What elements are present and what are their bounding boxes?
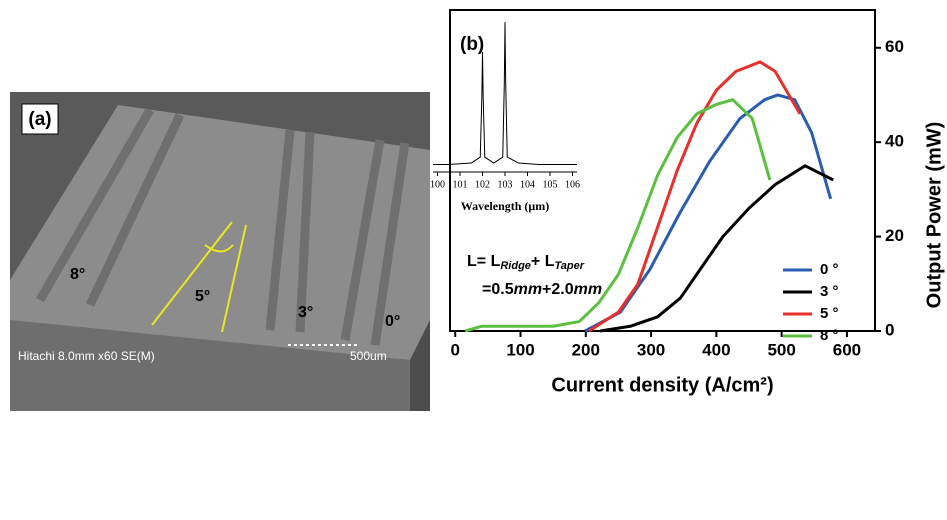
annotation-part: mm	[574, 281, 602, 298]
series-line	[433, 21, 577, 166]
y-axis-label: Output Power (mW)	[923, 122, 945, 309]
angle-label: 3°	[298, 304, 313, 321]
x-axis-label: Wavelength (μm)	[461, 199, 549, 213]
image-caption: Hitachi 8.0mm x60 SE(M)	[18, 349, 155, 363]
y-tick-label: 40	[885, 132, 904, 151]
sem-image: (a) 8° 5° 3° 0° Hitachi 8.0mm x60 SE(M) …	[10, 92, 430, 411]
scale-label: 500um	[350, 349, 387, 363]
series-line	[464, 98, 772, 333]
annotation-part: mm	[514, 281, 542, 298]
x-tick-label: 104	[520, 179, 535, 190]
y-tick-label: 0	[885, 320, 894, 339]
legend-label: 3 °	[820, 283, 839, 300]
angle-label: 8°	[70, 266, 85, 283]
legend-label: 5 °	[820, 305, 839, 322]
x-tick-label: 101	[453, 179, 468, 190]
plot-frame	[449, 9, 876, 332]
annotation-part: Taper	[554, 260, 584, 272]
x-tick-label: 200	[572, 340, 600, 359]
x-axis-label: Current density (A/cm²)	[551, 374, 773, 396]
annotation-part: + L	[531, 253, 555, 270]
x-tick-label: 102	[475, 179, 490, 190]
panel-label: (b)	[460, 34, 484, 55]
annotation-part: Ridge	[500, 260, 531, 272]
series-line	[584, 93, 833, 333]
x-tick-label: 100	[506, 340, 534, 359]
angle-label: 0°	[385, 313, 400, 330]
series-line	[599, 164, 834, 333]
annotation-part: L= L	[467, 253, 501, 270]
x-tick-label: 500	[767, 340, 795, 359]
x-tick-label: 106	[565, 179, 580, 190]
x-tick-label: 600	[833, 340, 861, 359]
legend-label: 0 °	[820, 261, 839, 278]
x-tick-label: 0	[450, 340, 459, 359]
x-tick-label: 105	[543, 179, 558, 190]
x-tick-label: 100	[430, 179, 445, 190]
y-tick-label: 60	[885, 37, 904, 56]
x-tick-label: 400	[702, 340, 730, 359]
series-line	[588, 60, 802, 333]
legend-label: 8 °	[820, 327, 839, 344]
x-tick-label: 300	[637, 340, 665, 359]
annotation: L= LRidge+ LTaper =0.5mm+2.0mm	[467, 253, 602, 298]
annotation-part: +2.0	[542, 281, 574, 298]
angle-label: 5°	[195, 288, 210, 305]
y-tick-label: 20	[885, 226, 904, 245]
annotation-part: =0.5	[482, 281, 514, 298]
chart: 0 100 200 300 400 500 600 0 20 40 60 Current densit…	[430, 9, 945, 396]
panel-label: (a)	[28, 109, 51, 130]
x-tick-label: 103	[498, 179, 513, 190]
